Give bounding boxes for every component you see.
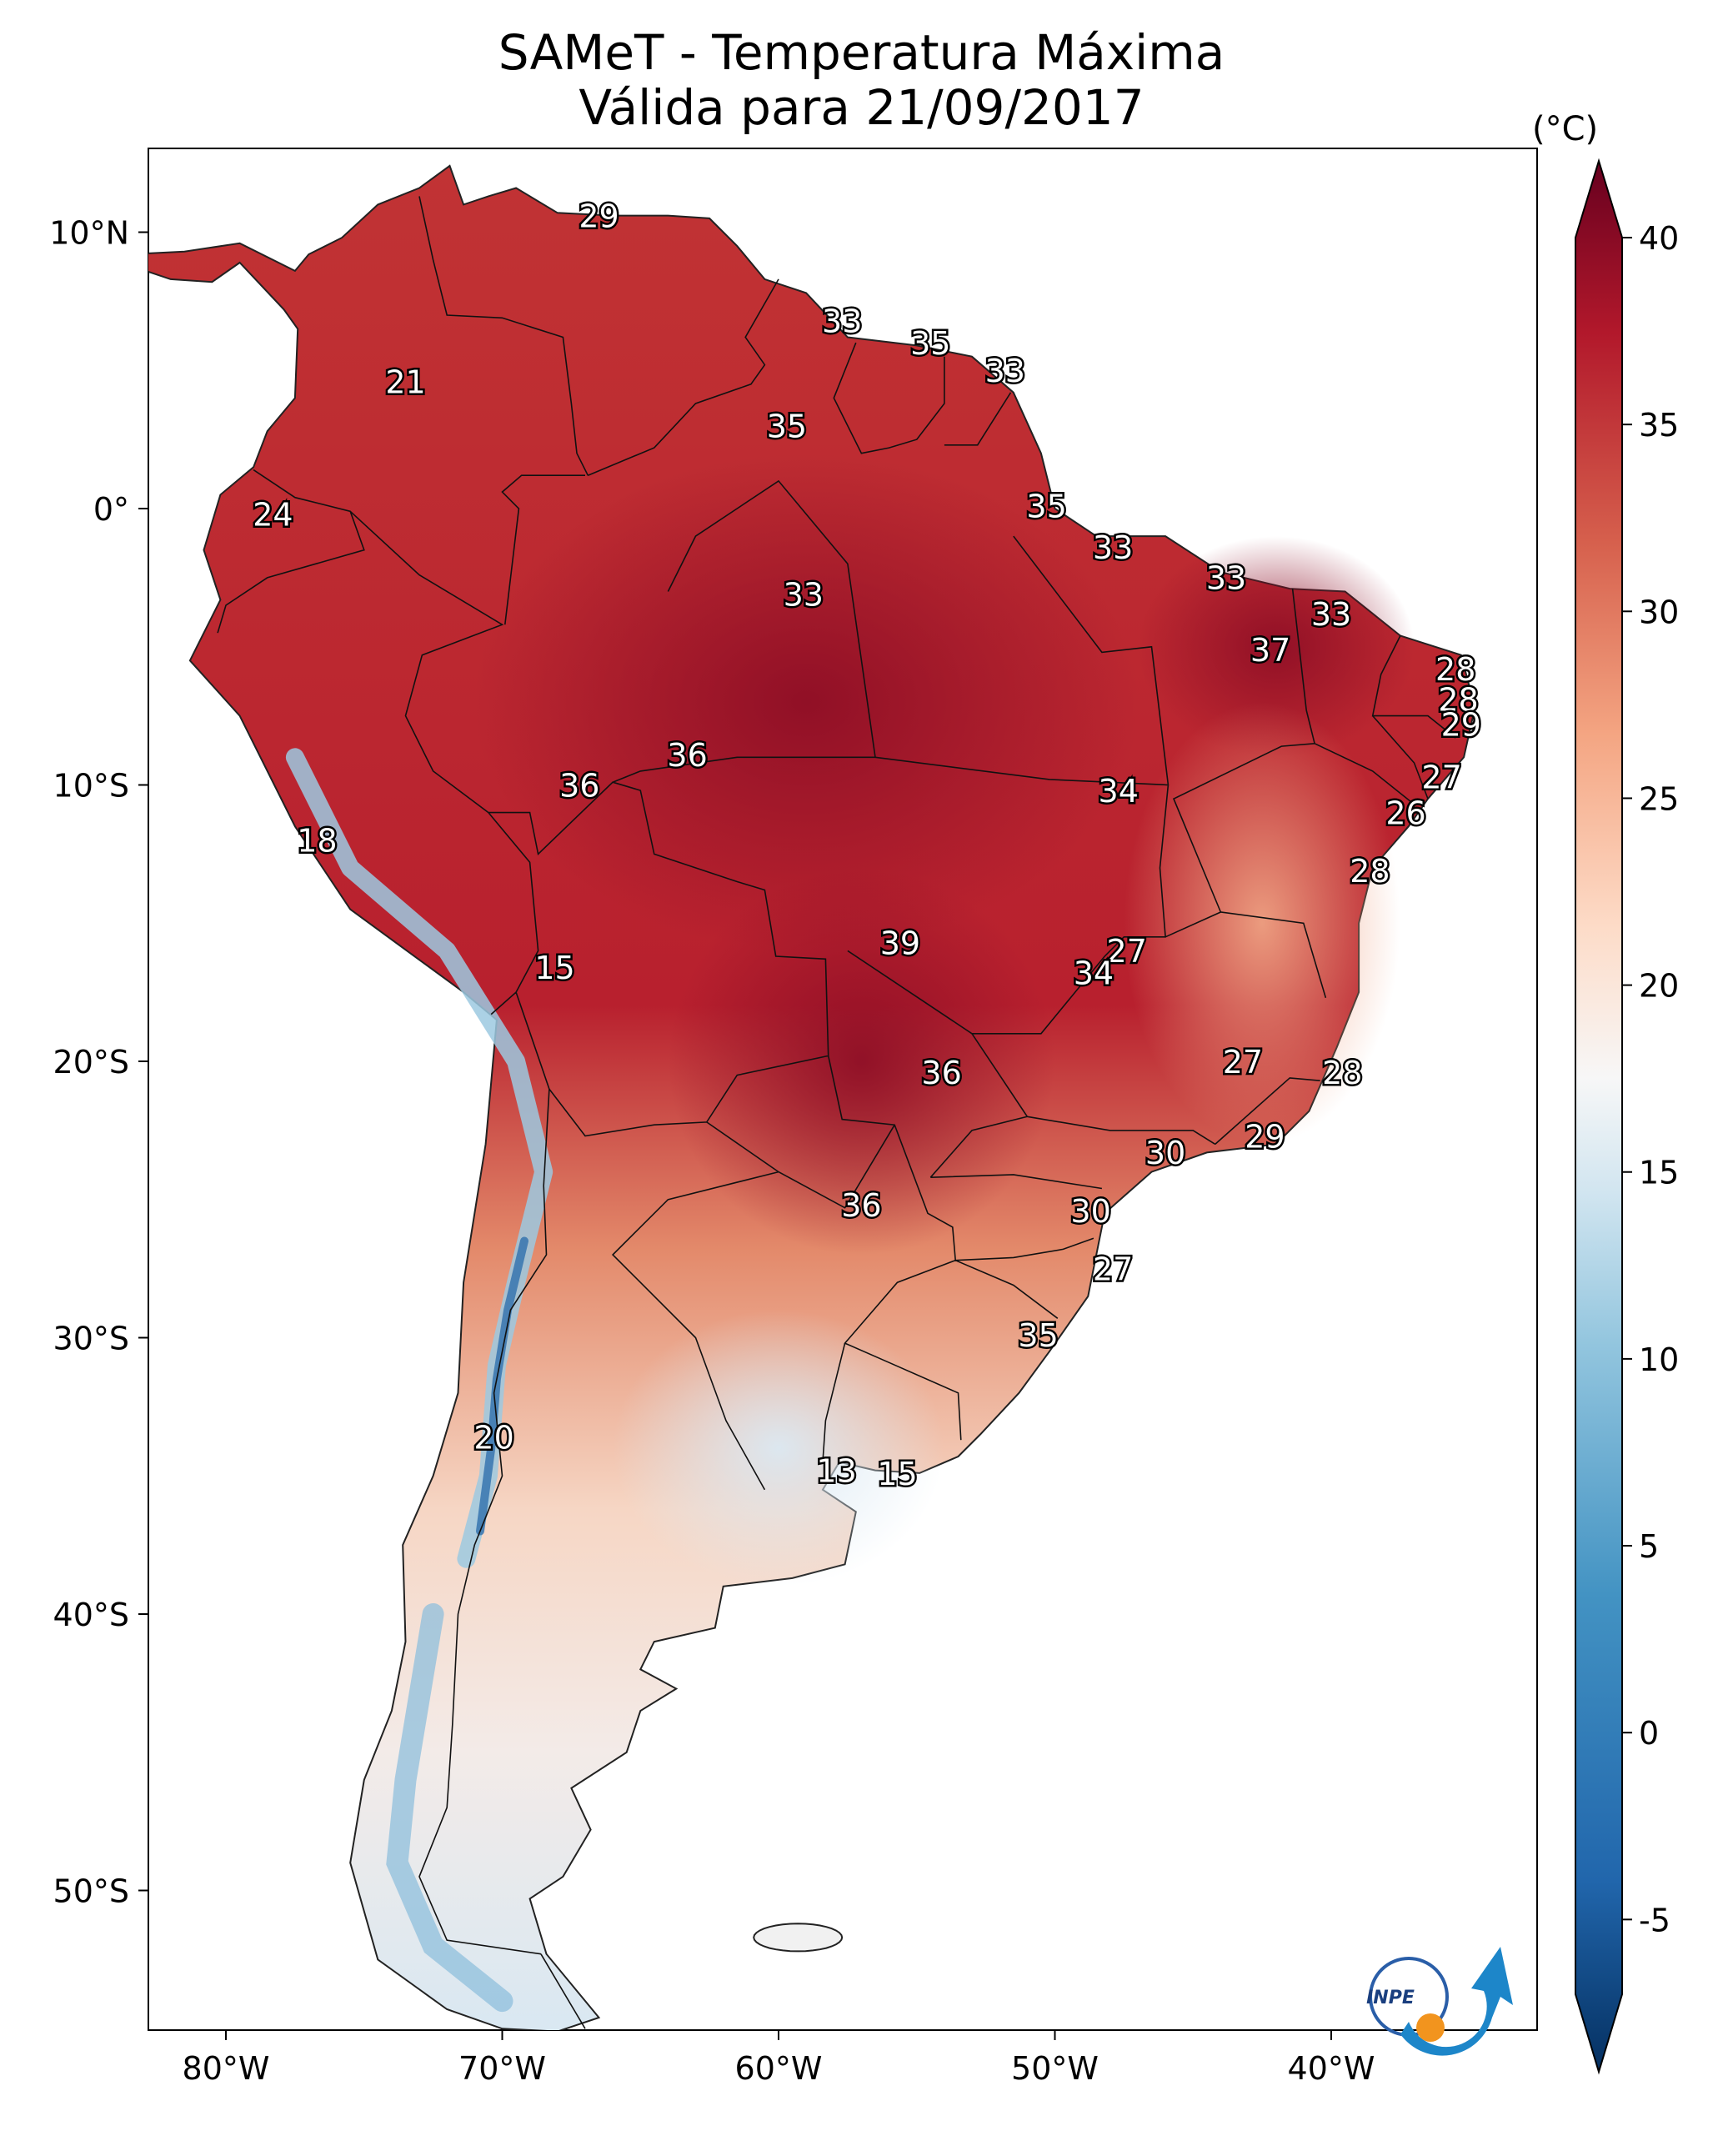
patagonia-cool-coast <box>386 1603 513 2013</box>
temperature-label: 30 <box>1070 1193 1110 1230</box>
temperature-label: 35 <box>1018 1317 1058 1354</box>
y-tick-label: 30°S <box>53 1321 129 1357</box>
cool-pampas <box>613 1310 944 1587</box>
temperature-label: 36 <box>559 767 599 804</box>
temperature-label: 36 <box>841 1187 881 1224</box>
x-tick-label: 40°W <box>1288 2050 1375 2087</box>
hot-core-chaco <box>668 868 1055 1255</box>
colorbar-tick-label: 30 <box>1639 594 1679 630</box>
x-tick-label: 80°W <box>183 2050 270 2087</box>
colorbar-tick-label: 25 <box>1639 780 1679 817</box>
colorbar: -5 0 5 10 15 20 25 30 35 40 <box>1575 158 1679 2075</box>
colorbar-body <box>1575 158 1623 2075</box>
colorbar-ticks: -5 0 5 10 15 20 25 30 35 40 <box>1622 220 1679 1938</box>
temperature-label: 37 <box>1250 632 1290 669</box>
temperature-label: 30 <box>1145 1135 1185 1171</box>
colorbar-tick-label: 10 <box>1639 1341 1679 1378</box>
temperature-label: 35 <box>1026 489 1066 525</box>
map-subtitle: Válida para 21/09/2017 <box>579 79 1144 136</box>
temperature-label: 33 <box>1093 529 1133 566</box>
temperature-label: 18 <box>297 823 337 860</box>
colorbar-tick-label: 20 <box>1639 968 1679 1005</box>
latitude-axis: 10°N 0° 10°S 20°S 30°S 40°S 50°S <box>49 215 148 1910</box>
colorbar-tick-label: -5 <box>1639 1902 1670 1938</box>
warm-southeast-brazil <box>1124 702 1400 1145</box>
inpe-logo: INPE <box>1366 1947 1513 2056</box>
temperature-label: 29 <box>579 198 619 234</box>
temperature-label: 33 <box>784 577 824 614</box>
x-tick-label: 70°W <box>458 2050 546 2087</box>
temperature-label: 21 <box>385 364 425 400</box>
temperature-label: 27 <box>1093 1251 1133 1287</box>
temperature-label: 33 <box>822 303 862 339</box>
longitude-axis: 80°W 70°W 60°W 50°W 40°W <box>183 2030 1375 2087</box>
y-tick-label: 50°S <box>53 1873 129 1910</box>
temperature-label: 28 <box>1350 853 1390 890</box>
temperature-label: 24 <box>253 496 293 533</box>
colorbar-tick-label: 35 <box>1639 407 1679 444</box>
temperature-label: 35 <box>910 325 950 362</box>
temperature-label: 34 <box>1099 773 1139 810</box>
x-tick-label: 50°W <box>1011 2050 1099 2087</box>
temperature-label: 33 <box>1311 596 1351 633</box>
map-title: SAMeT - Temperatura Máxima <box>498 24 1225 81</box>
colorbar-tick-label: 40 <box>1639 220 1679 257</box>
temperature-label: 39 <box>880 925 920 961</box>
temperature-label: 28 <box>1438 682 1478 719</box>
y-tick-label: 10°N <box>49 215 129 252</box>
country-state-borders <box>217 196 1456 2029</box>
temperature-label: 27 <box>1421 759 1461 795</box>
falkland-islands <box>753 1923 844 1953</box>
colorbar-tick-label: 0 <box>1639 1715 1659 1752</box>
temperature-label: 20 <box>473 1420 513 1457</box>
temperature-label: 35 <box>767 408 807 444</box>
x-tick-label: 60°W <box>735 2050 823 2087</box>
y-tick-label: 40°S <box>53 1597 129 1633</box>
temperature-labels: 2921243335333535333333333728282927263636… <box>251 196 1484 1494</box>
temperature-label: 29 <box>1441 706 1481 743</box>
temperature-label: 34 <box>1074 955 1114 992</box>
temperature-label: 26 <box>1385 795 1425 832</box>
temperature-label: 29 <box>1245 1118 1285 1155</box>
temperature-label: 27 <box>1223 1044 1263 1081</box>
temperature-label: 27 <box>1107 933 1147 970</box>
colorbar-tick-label: 5 <box>1639 1528 1659 1565</box>
temperature-label: 33 <box>1206 560 1246 597</box>
colorbar-tick-label: 15 <box>1639 1155 1679 1191</box>
temperature-label: 36 <box>667 737 707 774</box>
temperature-label: 15 <box>877 1456 917 1492</box>
temperature-label: 28 <box>1322 1055 1362 1091</box>
temperature-label: 33 <box>985 353 1025 389</box>
temperature-label: 36 <box>921 1055 961 1091</box>
hot-core-centre <box>474 453 1138 951</box>
temperature-label: 15 <box>534 950 574 986</box>
y-tick-label: 20°S <box>53 1044 129 1081</box>
colorbar-unit: (°C) <box>1532 110 1599 148</box>
temperature-label: 28 <box>1435 651 1475 688</box>
inpe-logo-text: INPE <box>1366 1988 1415 2008</box>
hot-core-northeast <box>1138 536 1415 758</box>
temperature-label: 13 <box>816 1452 856 1489</box>
y-tick-label: 10°S <box>53 768 129 805</box>
y-tick-label: 0° <box>93 491 129 528</box>
